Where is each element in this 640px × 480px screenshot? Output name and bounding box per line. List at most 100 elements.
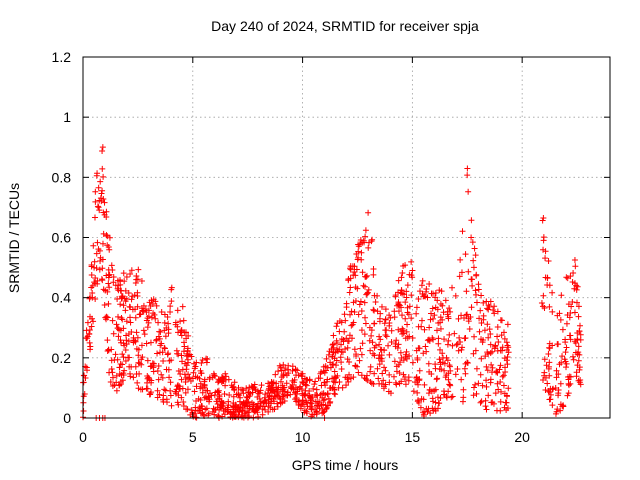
data-point <box>156 391 163 398</box>
data-point <box>141 331 148 338</box>
data-point <box>99 187 106 194</box>
data-point <box>385 342 392 349</box>
data-point <box>357 237 364 244</box>
data-point <box>90 242 97 249</box>
data-point <box>371 307 378 314</box>
data-point <box>260 403 267 410</box>
data-point <box>503 339 510 346</box>
data-point <box>123 318 130 325</box>
data-point <box>112 351 119 358</box>
data-point <box>367 363 374 370</box>
data-point <box>358 256 365 263</box>
data-point <box>401 291 408 298</box>
data-point <box>403 288 410 295</box>
data-point <box>133 345 140 352</box>
data-point <box>80 407 87 414</box>
data-point <box>473 299 480 306</box>
data-point <box>431 388 438 395</box>
data-point <box>214 400 221 407</box>
data-point <box>405 311 412 318</box>
data-point <box>332 379 339 386</box>
data-point <box>121 295 128 302</box>
data-point <box>437 325 444 332</box>
data-point <box>505 385 512 392</box>
data-point <box>86 327 93 334</box>
data-point <box>114 295 121 302</box>
data-point <box>462 370 469 377</box>
data-point <box>476 328 483 335</box>
data-point <box>84 367 91 374</box>
data-point <box>242 408 249 415</box>
data-point <box>235 391 242 398</box>
data-point <box>497 398 504 405</box>
data-point <box>138 356 145 363</box>
data-point <box>122 307 129 314</box>
data-point <box>376 341 383 348</box>
data-point <box>563 320 570 327</box>
data-point <box>491 303 498 310</box>
data-point <box>336 378 343 385</box>
data-points <box>80 144 584 421</box>
data-point <box>413 304 420 311</box>
data-point <box>368 380 375 387</box>
data-point <box>402 315 409 322</box>
data-point <box>91 279 98 286</box>
data-point <box>338 341 345 348</box>
data-point <box>485 334 492 341</box>
data-point <box>492 390 499 397</box>
data-point <box>552 410 559 417</box>
data-point <box>458 376 465 383</box>
data-point <box>441 336 448 343</box>
data-point <box>399 270 406 277</box>
data-point <box>362 233 369 240</box>
data-point <box>100 209 107 216</box>
data-point <box>361 331 368 338</box>
data-point <box>306 393 313 400</box>
data-point <box>555 386 562 393</box>
data-point <box>569 353 576 360</box>
data-point <box>402 335 409 342</box>
data-point <box>254 393 261 400</box>
data-point <box>132 363 139 370</box>
data-point <box>178 352 185 359</box>
data-point <box>173 386 180 393</box>
data-point <box>393 368 400 375</box>
data-point <box>158 371 165 378</box>
data-point <box>540 237 547 244</box>
data-point <box>480 316 487 323</box>
data-point <box>110 279 117 286</box>
data-point <box>562 349 569 356</box>
data-point <box>444 357 451 364</box>
data-point <box>462 334 469 341</box>
data-point <box>218 374 225 381</box>
data-point <box>125 338 132 345</box>
data-point <box>238 386 245 393</box>
data-point <box>498 388 505 395</box>
data-point <box>292 390 299 397</box>
data-point <box>475 286 482 293</box>
data-point <box>316 400 323 407</box>
data-point <box>395 301 402 308</box>
data-point <box>477 371 484 378</box>
data-point <box>437 346 443 353</box>
data-point <box>370 350 377 357</box>
data-point <box>96 197 103 204</box>
data-point <box>477 307 484 314</box>
data-point <box>386 322 393 329</box>
data-point <box>91 258 98 265</box>
data-point <box>555 341 562 348</box>
data-point <box>284 392 291 399</box>
data-point <box>561 356 568 363</box>
data-point <box>133 329 140 336</box>
data-point <box>95 204 102 211</box>
data-point <box>160 358 167 365</box>
data-point <box>387 390 394 397</box>
data-point <box>167 379 174 386</box>
data-point <box>183 353 190 360</box>
data-point <box>444 341 451 348</box>
data-point <box>335 384 342 391</box>
data-point <box>345 338 352 345</box>
data-point <box>315 375 322 382</box>
data-point <box>146 376 153 383</box>
